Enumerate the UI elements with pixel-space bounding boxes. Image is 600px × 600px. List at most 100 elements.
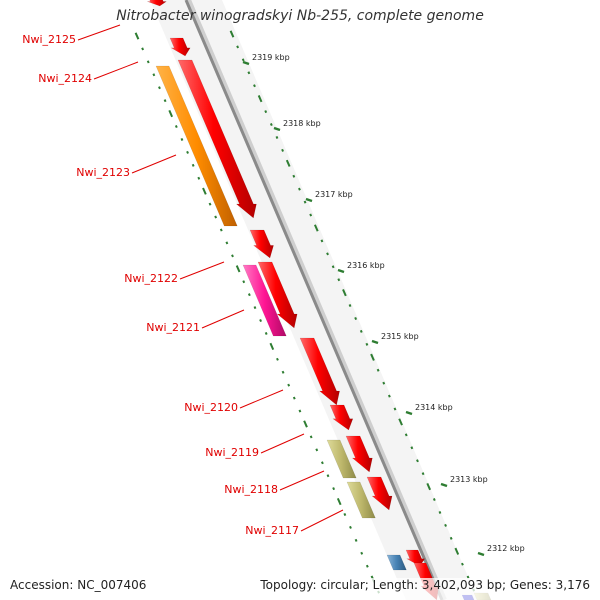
gene-feature-nwi-2125[interactable] bbox=[147, 0, 168, 7]
inner-tick-mark bbox=[202, 187, 207, 195]
outer-tick-mark bbox=[236, 45, 240, 49]
inner-tick-mark bbox=[281, 370, 285, 374]
inner-tick-mark bbox=[242, 280, 246, 284]
inner-tick-mark bbox=[158, 86, 161, 90]
gene-label-leader bbox=[179, 261, 225, 280]
outer-tick-mark bbox=[275, 135, 279, 139]
accession-text: Accession: NC_007406 bbox=[10, 578, 147, 592]
gene-feature-nwi-2120[interactable] bbox=[299, 337, 340, 406]
gene-feature-nwi-2124[interactable] bbox=[177, 59, 257, 219]
inner-tick-mark bbox=[309, 435, 313, 439]
gene-label[interactable]: Nwi_2119 bbox=[205, 446, 259, 459]
inner-tick-mark bbox=[298, 409, 302, 413]
inner-tick-mark bbox=[349, 525, 352, 529]
gene-feature-nwi-2119[interactable] bbox=[329, 404, 354, 431]
scale-tick-label: 2312 kbp bbox=[487, 544, 525, 553]
genome-backbone-shadow bbox=[185, 0, 447, 600]
scale-tick-label: 2313 kbp bbox=[450, 475, 488, 484]
outer-tick-mark bbox=[285, 159, 291, 167]
outer-tick-mark bbox=[393, 407, 397, 411]
inner-tick-mark bbox=[168, 109, 174, 118]
inner-tick-mark bbox=[332, 487, 336, 491]
inner-tick-mark bbox=[146, 60, 150, 64]
gene-feature-nwi-2123b[interactable] bbox=[249, 229, 274, 259]
footer-bar bbox=[0, 578, 600, 600]
inner-tick-mark bbox=[208, 202, 212, 206]
outer-tick-mark bbox=[404, 433, 408, 437]
outer-tick-mark bbox=[454, 547, 460, 555]
gene-label-leader bbox=[279, 470, 325, 491]
inner-tick-mark bbox=[326, 474, 330, 478]
gene-label[interactable]: Nwi_2125 bbox=[22, 33, 76, 46]
scale-ticks bbox=[134, 30, 476, 594]
outer-tick-mark bbox=[348, 304, 352, 308]
outer-tick-mark bbox=[370, 353, 375, 361]
inner-tick-mark bbox=[343, 513, 347, 517]
outer-tick-mark bbox=[426, 482, 432, 491]
inner-tick-mark bbox=[365, 564, 369, 568]
outer-tick-mark bbox=[337, 278, 341, 282]
gene-label-leader bbox=[93, 61, 139, 80]
inner-tick-mark bbox=[235, 265, 241, 273]
gene-label[interactable]: Nwi_2121 bbox=[146, 321, 200, 334]
gene-feature-nwi-2123[interactable] bbox=[155, 65, 238, 227]
scale-tick-label: 2316 kbp bbox=[347, 261, 385, 270]
gene-feature-nwi-2117[interactable] bbox=[366, 476, 393, 511]
outer-tick-mark bbox=[421, 472, 425, 476]
gene-feature-nwi-2121[interactable] bbox=[242, 264, 287, 337]
inner-tick-mark bbox=[269, 342, 275, 350]
outer-tick-mark bbox=[269, 123, 273, 127]
outer-tick-mark bbox=[382, 381, 386, 385]
outer-tick-mark bbox=[466, 575, 470, 579]
gene-label[interactable]: Nwi_2118 bbox=[224, 483, 278, 496]
outer-tick-mark bbox=[432, 498, 436, 502]
inner-tick-mark bbox=[191, 163, 195, 167]
outer-tick-mark bbox=[257, 95, 263, 103]
gene-feature-nwi-2116[interactable] bbox=[405, 549, 426, 567]
outer-tick-mark bbox=[387, 394, 391, 398]
outer-tick-mark bbox=[449, 536, 453, 540]
outer-tick-mark bbox=[303, 200, 307, 204]
gene-label[interactable]: Nwi_2124 bbox=[38, 72, 92, 85]
outer-tick-mark bbox=[342, 289, 347, 297]
inner-tick-mark bbox=[303, 420, 308, 428]
gene-feature-khaki-b[interactable] bbox=[346, 481, 376, 519]
gene-label[interactable]: Nwi_2123 bbox=[76, 166, 130, 179]
gene-feature-nwi-2118[interactable] bbox=[345, 435, 373, 473]
gene-feature-nwi-2125b[interactable] bbox=[169, 37, 191, 57]
genome-title: Nitrobacter winogradskyi Nb-255, complet… bbox=[116, 8, 484, 24]
scale-major-tick bbox=[273, 126, 281, 132]
scale-tick-label: 2318 kbp bbox=[283, 119, 321, 128]
outer-tick-mark bbox=[281, 148, 284, 152]
inner-tick-mark bbox=[264, 331, 268, 335]
inner-tick-mark bbox=[315, 448, 319, 452]
gene-feature-khaki-a[interactable] bbox=[326, 439, 357, 479]
gene-feature-blue[interactable] bbox=[386, 554, 407, 571]
scale-major-tick bbox=[242, 60, 250, 66]
gene-label-leader bbox=[300, 509, 344, 532]
inner-tick-mark bbox=[186, 150, 189, 154]
gene-label-leader bbox=[260, 433, 305, 454]
scale-major-tick bbox=[337, 268, 345, 274]
inner-tick-mark bbox=[197, 176, 201, 180]
gene-label[interactable]: Nwi_2122 bbox=[124, 272, 178, 285]
inner-tick-mark bbox=[152, 73, 156, 77]
outer-tick-mark bbox=[309, 213, 313, 217]
scale-tick-label: 2317 kbp bbox=[315, 190, 353, 199]
gene-label[interactable]: Nwi_2117 bbox=[245, 524, 299, 537]
gene-label-leader bbox=[77, 24, 121, 41]
outer-tick-mark bbox=[298, 187, 301, 191]
outer-tick-mark bbox=[359, 329, 363, 333]
scale-tick-label: 2314 kbp bbox=[415, 403, 453, 412]
inner-tick-mark bbox=[253, 306, 257, 310]
gene-feature-nwi-2122[interactable] bbox=[257, 261, 298, 329]
scale-major-tick bbox=[305, 197, 313, 203]
outer-tick-mark bbox=[376, 368, 380, 372]
outer-tick-mark bbox=[264, 110, 268, 114]
outer-tick-mark bbox=[461, 562, 464, 566]
gene-label-leader bbox=[131, 154, 177, 174]
gene-labels: Nwi_2125 Nwi_2124 Nwi_2123 Nwi_2122 Nwi_2121… bbox=[22, 24, 344, 537]
gene-label[interactable]: Nwi_2120 bbox=[184, 401, 238, 414]
